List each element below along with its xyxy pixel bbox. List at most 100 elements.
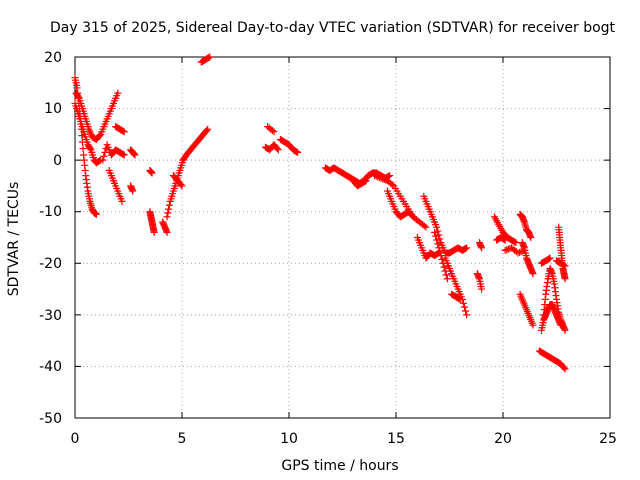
x-tick-labels: 0 5 10 15 20 25 — [71, 431, 617, 447]
data-series — [197, 53, 214, 66]
data-point — [114, 89, 122, 97]
data-point — [443, 275, 451, 283]
data-point — [561, 262, 569, 270]
data-point — [148, 169, 156, 177]
data-series — [516, 290, 537, 329]
data-point — [361, 177, 369, 185]
data-point — [478, 285, 486, 293]
data-point — [561, 365, 569, 373]
x-tick-label: 15 — [387, 431, 405, 447]
data-point — [436, 248, 444, 256]
chart-title: Day 315 of 2025, Sidereal Day-to-day VTE… — [50, 20, 616, 36]
data-series — [99, 141, 128, 164]
data-point — [164, 209, 172, 217]
data-point — [433, 236, 441, 244]
data-point — [517, 248, 525, 256]
data-point — [204, 125, 212, 133]
data-series — [72, 89, 122, 144]
x-tick-label: 0 — [71, 431, 80, 447]
data-point — [420, 222, 428, 230]
data-series — [264, 123, 278, 136]
data-point — [119, 127, 127, 135]
data-point — [435, 231, 443, 239]
data-point — [380, 175, 388, 183]
data-point — [131, 151, 139, 159]
data-point — [463, 311, 471, 319]
data-point — [459, 299, 467, 307]
data-point — [433, 223, 441, 231]
data-series — [261, 141, 282, 154]
data-point — [501, 236, 509, 244]
data-series — [285, 141, 302, 156]
data-point — [362, 177, 370, 185]
data-point — [500, 235, 508, 243]
data-point — [120, 151, 128, 159]
data-series — [493, 234, 509, 244]
data-point — [386, 172, 394, 180]
data-point — [560, 261, 568, 269]
data-point — [503, 246, 511, 254]
data-point — [462, 244, 470, 252]
data-point — [545, 255, 553, 263]
data-series — [127, 146, 139, 159]
x-axis-label: GPS time / hours — [281, 458, 398, 474]
data-point — [99, 156, 107, 164]
data-series — [490, 213, 520, 247]
data-point — [74, 93, 82, 101]
data-series — [146, 166, 156, 177]
data-point — [374, 173, 382, 181]
y-tick-labels: -50 -40 -30 -20 -10 0 10 20 — [39, 50, 62, 427]
data-point — [163, 228, 171, 236]
data-point — [120, 128, 128, 136]
data-series — [473, 270, 486, 293]
data-point — [438, 255, 446, 263]
data-point — [86, 145, 94, 153]
data-point — [442, 271, 450, 279]
y-tick-label: -10 — [39, 204, 62, 220]
data-point — [178, 182, 186, 190]
data-series — [501, 244, 528, 257]
y-tick-label: -20 — [39, 256, 62, 272]
data-point — [177, 181, 185, 189]
axis-ticks — [74, 56, 611, 419]
data-point — [460, 303, 468, 311]
data-point — [463, 244, 471, 252]
data-point — [79, 145, 87, 153]
data-point — [163, 213, 171, 221]
data-point — [456, 295, 464, 303]
data-series — [413, 234, 443, 262]
data-series — [383, 187, 417, 221]
data-series — [127, 182, 137, 195]
data-point — [546, 254, 554, 262]
data-point — [100, 152, 108, 160]
data-point — [501, 246, 509, 254]
data-point — [270, 128, 278, 136]
data-point — [529, 270, 537, 278]
data-point — [437, 252, 445, 260]
x-tick-label: 25 — [599, 431, 617, 447]
data-series — [535, 347, 569, 373]
data-point — [150, 228, 158, 236]
y-axis-label: SDTVAR / TECUs — [6, 182, 22, 297]
data-point — [432, 232, 440, 240]
data-point — [527, 234, 535, 241]
data-point — [434, 240, 442, 248]
x-tick-label: 10 — [280, 431, 298, 447]
data-point — [408, 212, 416, 220]
data-series — [159, 218, 171, 236]
data-series — [538, 301, 565, 334]
data-point — [379, 175, 387, 183]
data-point — [561, 275, 569, 283]
data-point — [512, 239, 520, 247]
data-point — [165, 201, 173, 209]
data-point — [92, 210, 100, 218]
data-series — [349, 177, 370, 190]
data-point — [274, 146, 282, 154]
data-point — [514, 249, 522, 257]
data-series — [475, 239, 486, 252]
data-point — [506, 244, 514, 252]
data-point — [294, 148, 302, 156]
data-series — [518, 239, 537, 278]
data-point — [478, 244, 486, 252]
data-series — [538, 254, 554, 267]
